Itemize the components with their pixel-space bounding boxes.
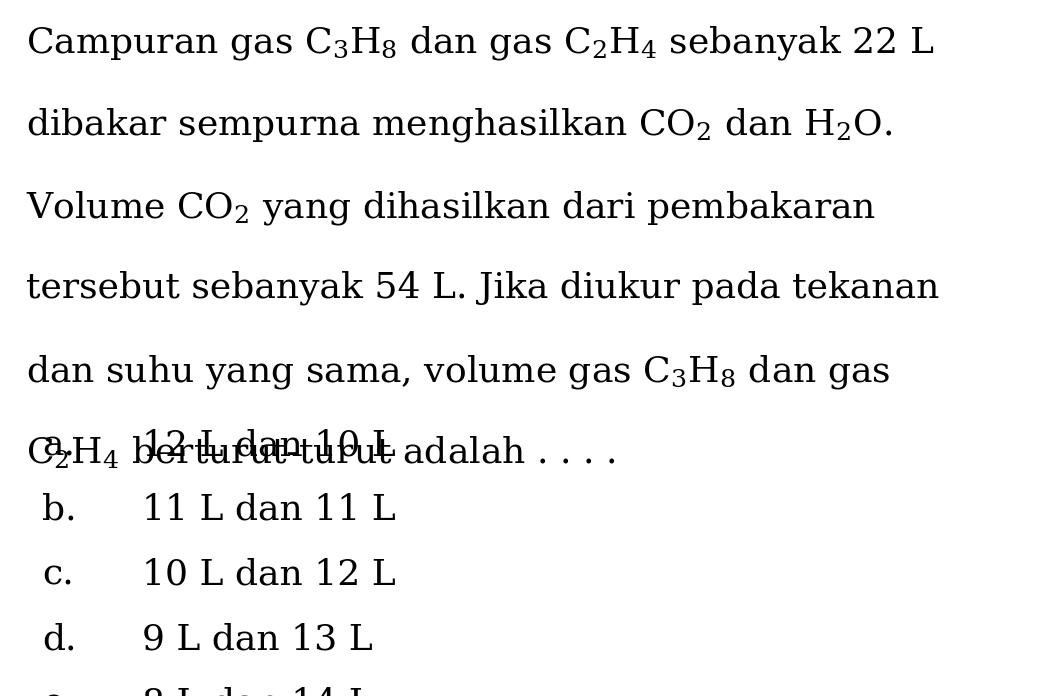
Text: 12 L dan 10 L: 12 L dan 10 L xyxy=(142,428,396,462)
Text: Volume $\mathregular{CO_2}$ yang dihasilkan dari pembakaran: Volume $\mathregular{CO_2}$ yang dihasil… xyxy=(26,189,876,227)
Text: b.: b. xyxy=(42,493,77,527)
Text: 9 L dan 13 L: 9 L dan 13 L xyxy=(142,622,372,656)
Text: 8 L dan 14 L: 8 L dan 14 L xyxy=(142,687,372,696)
Text: 10 L dan 12 L: 10 L dan 12 L xyxy=(142,557,396,592)
Text: dan suhu yang sama, volume gas $\mathregular{C_3H_8}$ dan gas: dan suhu yang sama, volume gas $\mathreg… xyxy=(26,353,891,391)
Text: a.: a. xyxy=(42,428,75,462)
Text: 11 L dan 11 L: 11 L dan 11 L xyxy=(142,493,396,527)
Text: c.: c. xyxy=(42,557,74,592)
Text: Campuran gas $\mathregular{C_3H_8}$ dan gas $\mathregular{C_2H_4}$ sebanyak 22 L: Campuran gas $\mathregular{C_3H_8}$ dan … xyxy=(26,24,934,63)
Text: dibakar sempurna menghasilkan $\mathregular{CO_2}$ dan $\mathregular{H_2O}$.: dibakar sempurna menghasilkan $\mathregu… xyxy=(26,106,892,145)
Text: e.: e. xyxy=(42,687,75,696)
Text: tersebut sebanyak 54 L. Jika diukur pada tekanan: tersebut sebanyak 54 L. Jika diukur pada… xyxy=(26,271,939,306)
Text: $\mathregular{C_2H_4}$ berturut-turut adalah . . . .: $\mathregular{C_2H_4}$ berturut-turut ad… xyxy=(26,435,615,471)
Text: d.: d. xyxy=(42,622,77,656)
